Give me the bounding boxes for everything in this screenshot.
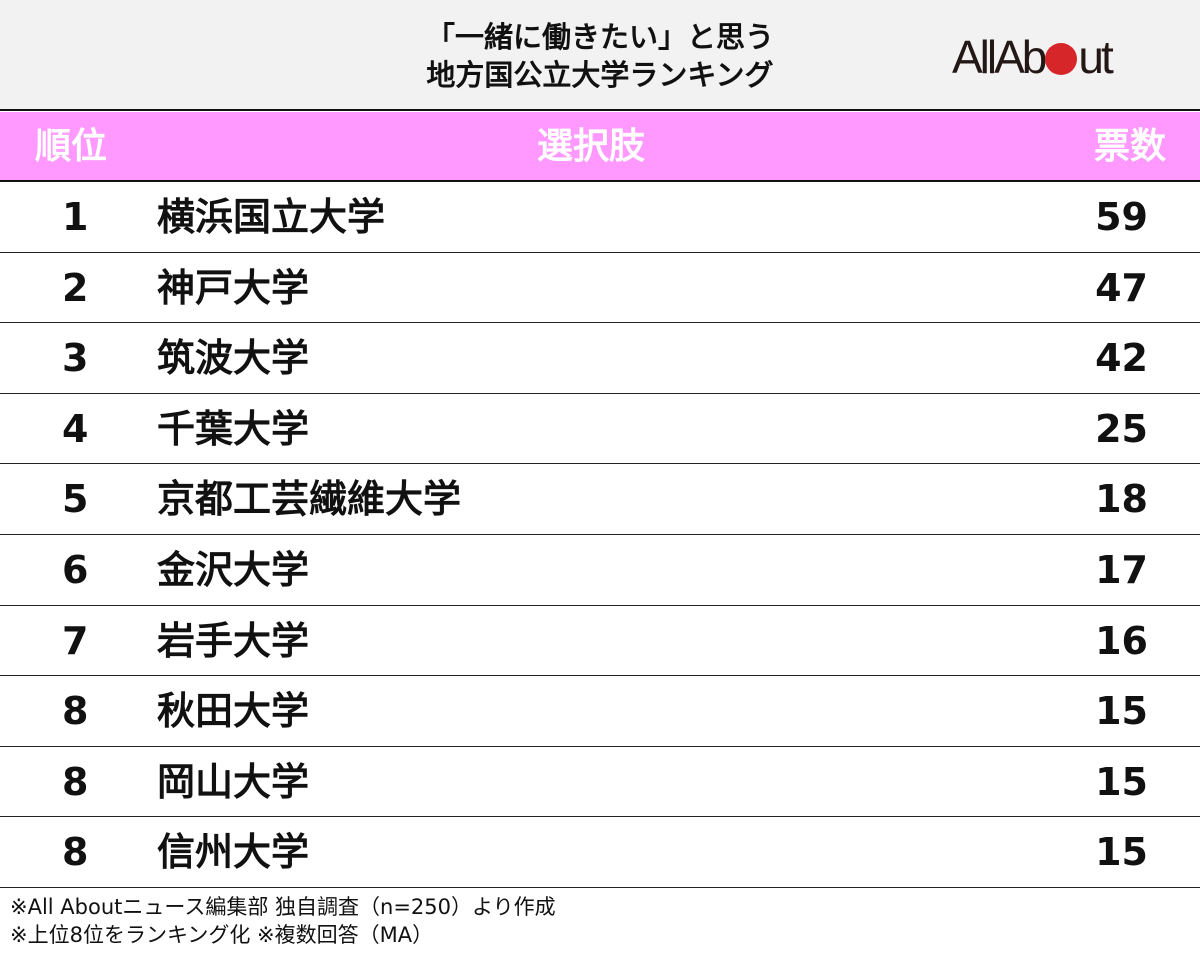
allabout-logo: AllAb ut: [952, 31, 1114, 83]
votes-cell: 42: [1095, 336, 1148, 381]
votes-cell: 25: [1095, 406, 1148, 451]
column-header-rank: 順位: [35, 126, 108, 167]
choice-cell: 神戸大学: [157, 265, 310, 310]
footer-note-method: ※上位8位をランキング化 ※複数回答（MA）: [10, 923, 434, 947]
rank-cell: 5: [62, 477, 89, 522]
votes-cell: 18: [1095, 477, 1148, 522]
table-row: 8 秋田大学 15: [0, 676, 1200, 747]
votes-cell: 17: [1095, 547, 1148, 592]
table-row: 8 岡山大学 15: [0, 747, 1200, 818]
table-row: 3 筑波大学 42: [0, 323, 1200, 394]
choice-cell: 岡山大学: [157, 759, 310, 804]
votes-cell: 15: [1095, 689, 1148, 734]
table-row: 1 横浜国立大学 59: [0, 182, 1200, 253]
votes-cell: 15: [1095, 830, 1148, 875]
choice-cell: 筑波大学: [157, 336, 310, 381]
choice-cell: 秋田大学: [157, 689, 310, 734]
table-row: 7 岩手大学 16: [0, 606, 1200, 677]
rank-cell: 6: [62, 547, 89, 592]
rank-cell: 1: [62, 195, 89, 239]
votes-cell: 15: [1095, 759, 1148, 804]
title-band: 「一緒に働きたい」と思う 地方国公立大学ランキング AllAb ut: [0, 0, 1200, 111]
ranking-table: 1 横浜国立大学 59 2 神戸大学 47 3 筑波大学 42 4 千葉大学 25 5 京都工芸繊維大学 1…: [0, 182, 1200, 888]
table-row: 4 千葉大学 25: [0, 394, 1200, 465]
table-header: 順位 選択肢 票数: [0, 112, 1200, 182]
rank-cell: 8: [62, 689, 89, 734]
title-line-1: 「一緒に働きたい」と思う: [425, 20, 774, 54]
rank-cell: 7: [62, 618, 89, 663]
footer-notes: ※All Aboutニュース編集部 独自調査（n=250）より作成 ※上位8位を…: [10, 893, 556, 949]
rank-cell: 8: [62, 830, 89, 875]
choice-cell: 岩手大学: [157, 618, 310, 663]
table-row: 6 金沢大学 17: [0, 535, 1200, 606]
table-row: 8 信州大学 15: [0, 817, 1200, 888]
page-title: 「一緒に働きたい」と思う 地方国公立大学ランキング: [300, 18, 900, 94]
rank-cell: 2: [62, 265, 89, 310]
rank-cell: 8: [62, 759, 89, 804]
column-header-votes: 票数: [1093, 126, 1166, 167]
title-line-2: 地方国公立大学ランキング: [426, 58, 774, 92]
choice-cell: 横浜国立大学: [157, 195, 386, 239]
rank-cell: 3: [62, 336, 89, 381]
votes-cell: 16: [1095, 618, 1148, 663]
table-row: 5 京都工芸繊維大学 18: [0, 464, 1200, 535]
logo-dot-icon: [1045, 43, 1078, 75]
choice-cell: 京都工芸繊維大学: [157, 477, 462, 522]
column-header-choice: 選択肢: [537, 126, 646, 167]
choice-cell: 金沢大学: [157, 547, 310, 592]
table-row: 2 神戸大学 47: [0, 253, 1200, 324]
choice-cell: 信州大学: [157, 830, 310, 875]
votes-cell: 59: [1095, 195, 1148, 239]
rank-cell: 4: [62, 406, 89, 451]
votes-cell: 47: [1095, 265, 1148, 310]
choice-cell: 千葉大学: [157, 406, 310, 451]
footer-note-source: ※All Aboutニュース編集部 独自調査（n=250）より作成: [10, 895, 556, 919]
